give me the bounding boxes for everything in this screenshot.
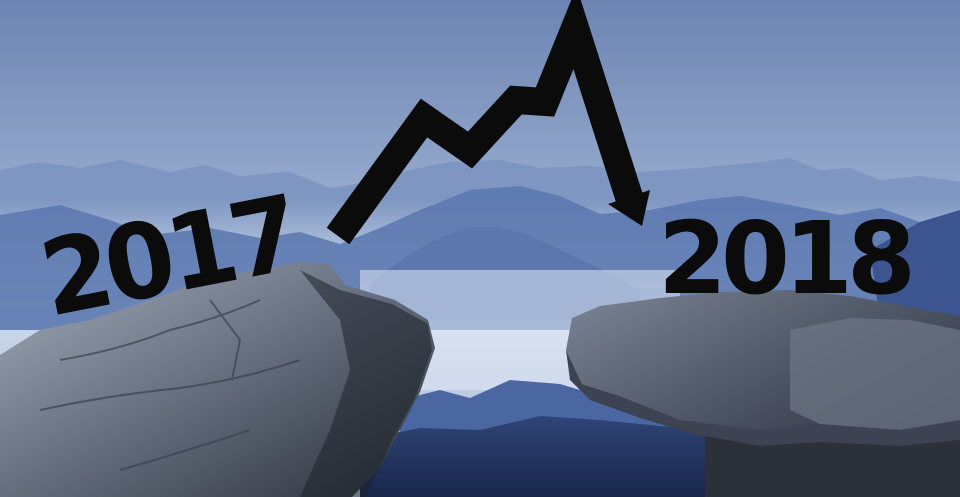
valley-floor xyxy=(360,416,720,497)
right-cliff-front xyxy=(566,350,960,446)
left-cliff-shadow xyxy=(300,270,432,497)
year-2018-label: 2018 xyxy=(658,200,910,317)
trend-arrow-icon xyxy=(326,0,650,245)
left-cliff-cracks xyxy=(39,299,301,471)
left-cliff xyxy=(0,262,435,497)
right-ridge xyxy=(870,210,960,320)
right-cliff-block xyxy=(790,318,960,430)
right-cliff-base xyxy=(705,436,960,497)
